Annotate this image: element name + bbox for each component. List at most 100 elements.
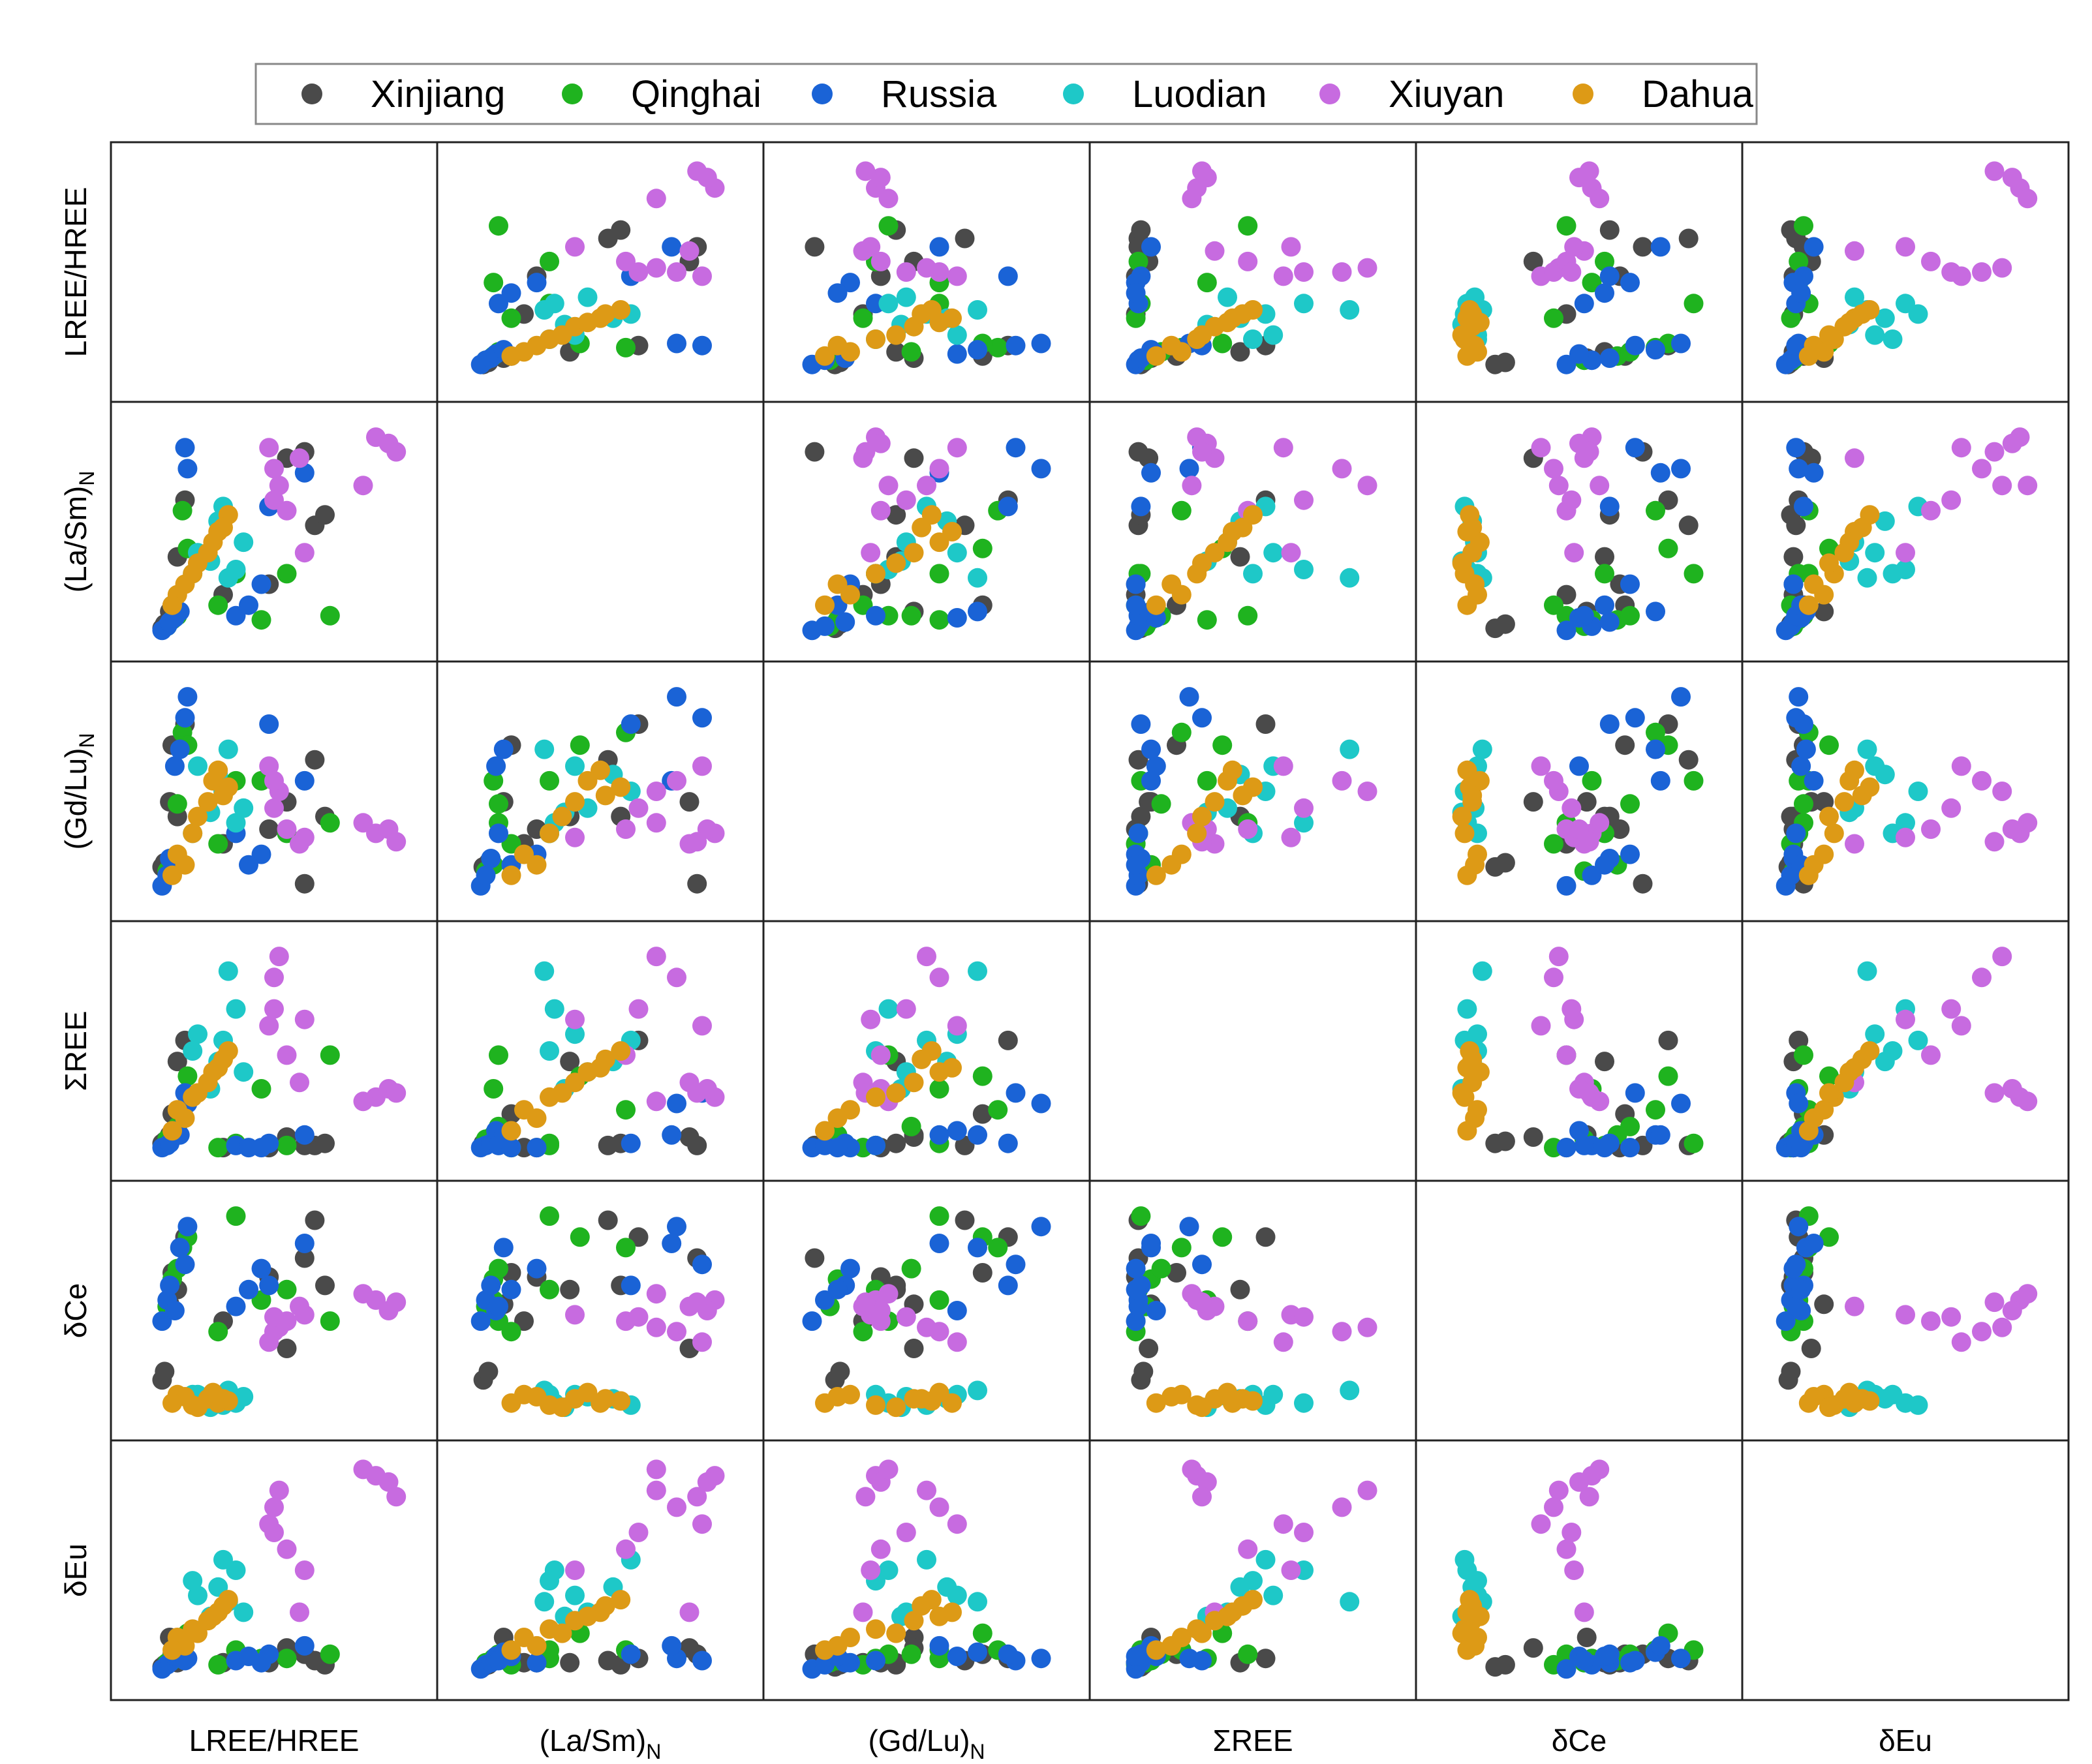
point-xinjiang-6-r4-c0 (277, 1339, 297, 1358)
point-xiuyan-2-r3-c1 (667, 967, 686, 988)
point-xiuyan-8-r2-c1 (646, 813, 666, 833)
point-xiuyan-9-r3-c0 (386, 1083, 407, 1103)
point-xiuyan-5-r0-c1 (565, 237, 585, 257)
point-xiuyan-3-r1-c5 (1921, 500, 1941, 521)
point-xiuyan-8-r4-c5 (2018, 1284, 2038, 1304)
point-xinjiang-1-r4-c3 (1133, 1361, 1154, 1382)
point-xiuyan-9-r5-c4 (1579, 1487, 1599, 1507)
point-xiuyan-4-r0-c1 (679, 241, 700, 261)
point-dahua-9-r2-c4 (1462, 785, 1483, 806)
point-qinghai-3-r4-c3 (1171, 1238, 1192, 1258)
point-russia-8-r0-c1 (527, 273, 547, 293)
point-qinghai-2-r1-c2 (901, 605, 921, 626)
point-xiuyan-8-r2-c5 (2018, 813, 2038, 833)
point-russia-6-r1-c3 (1179, 459, 1199, 479)
point-xiuyan-0-r3-c5 (1951, 1016, 1971, 1036)
point-dahua-9-r2-c0 (213, 785, 233, 806)
point-luodian-7-r5-c1 (540, 1571, 559, 1591)
point-russia-4-r2-c3 (1141, 739, 1161, 759)
point-dahua-8-r5-c3 (1146, 1640, 1166, 1660)
point-xiuyan-10-r0-c1 (628, 262, 649, 282)
point-xiuyan-9-r4-c0 (386, 1292, 407, 1313)
point-dahua-1-r2-c1 (540, 823, 559, 844)
point-xinjiang-9-r1-c3 (1128, 442, 1148, 462)
point-dahua-9-r0-c4 (1462, 304, 1483, 324)
point-dahua-7-r4-c2 (929, 1382, 949, 1403)
point-xinjiang-8-r1-c2 (886, 505, 906, 525)
point-xiuyan-5-r2-c1 (565, 827, 585, 847)
point-russia-6-r3-c5 (1789, 1093, 1809, 1114)
point-dahua-7-r2-c4 (1469, 770, 1490, 791)
point-xiuyan-4-r1-c0 (290, 448, 309, 468)
point-russia-8-r3-c1 (527, 1138, 547, 1158)
x-label-ree: ΣREE (1212, 1724, 1293, 1757)
point-dahua-2-r2-c3 (1205, 792, 1225, 812)
point-russia-7-r5-c1 (621, 1644, 641, 1664)
point-xiuyan-1-r2-c5 (1992, 782, 2012, 801)
point-russia-7-r4-c1 (621, 1275, 641, 1296)
point-russia-0-r4-c2 (802, 1311, 822, 1331)
point-xinjiang-10-r2-c0 (259, 819, 279, 839)
point-russia-10-r3-c1 (501, 1138, 521, 1158)
point-qinghai-5-r2-c3 (1197, 770, 1217, 791)
point-russia-8-r4-c3 (1126, 1258, 1146, 1279)
point-luodian-5-r1-c0 (234, 532, 254, 553)
point-xiuyan-5-r1-c3 (1281, 543, 1301, 563)
point-russia-6-r2-c5 (1789, 687, 1809, 707)
point-russia-2-r2-c1 (481, 849, 501, 868)
point-xinjiang-1-r2-c4 (1495, 853, 1515, 873)
point-xiuyan-2-r1-c4 (1544, 459, 1563, 479)
point-xinjiang-1-r5-c4 (1495, 1654, 1515, 1675)
point-xiuyan-1-r3-c0 (269, 947, 289, 967)
point-qinghai-3-r0-c1 (616, 337, 636, 357)
point-luodian-3-r5-c1 (534, 1592, 555, 1612)
point-russia-5-r2-c4 (1625, 708, 1645, 728)
point-luodian-2-r3-c0 (226, 999, 246, 1019)
point-xiuyan-3-r3-c5 (1921, 1045, 1941, 1065)
point-russia-0-r2-c4 (1556, 875, 1577, 896)
point-xiuyan-1-r4-c1 (646, 1317, 666, 1337)
point-russia-11-r2-c5 (1804, 770, 1824, 791)
point-xiuyan-1-r5-c1 (646, 1480, 666, 1500)
point-xiuyan-5-r1-c0 (294, 543, 315, 563)
point-xiuyan-2-r2-c1 (667, 770, 686, 791)
point-qinghai-4-r2-c1 (570, 735, 590, 755)
point-dahua-1-r2-c5 (1824, 823, 1844, 844)
point-dahua-4-r3-c1 (611, 1041, 631, 1061)
point-luodian-2-r3-c2 (878, 999, 899, 1019)
legend-label-xiuyan: Xiuyan (1389, 73, 1504, 115)
point-dahua-8-r1-c3 (1146, 595, 1166, 615)
point-xinjiang-10-r0-c2 (870, 266, 891, 286)
point-dahua-7-r1-c3 (1218, 532, 1237, 553)
point-xiuyan-9-r2-c0 (386, 832, 407, 852)
x-label-base: δCe (1552, 1724, 1607, 1757)
point-xiuyan-7-r0-c5 (2002, 168, 2022, 188)
point-russia-4-r1-c4 (1646, 601, 1665, 622)
point-dahua-6-r3-c0 (188, 1083, 208, 1103)
point-qinghai-6-r3-c5 (1794, 1045, 1813, 1065)
point-xinjiang-6-r4-c2 (904, 1339, 924, 1358)
point-luodian-0-r5-c0 (188, 1585, 208, 1605)
point-xiuyan-5-r1-c5 (1896, 543, 1915, 563)
point-xinjiang-6-r4-c3 (1139, 1339, 1159, 1358)
point-luodian-2-r0-c3 (1294, 294, 1314, 314)
point-russia-11-r4-c5 (1804, 1234, 1824, 1253)
point-russia-11-r5-c2 (929, 1635, 949, 1656)
point-luodian-7-r5-c4 (1468, 1571, 1487, 1591)
point-dahua-7-r0-c2 (929, 312, 949, 333)
point-luodian-7-r5-c0 (183, 1571, 203, 1591)
point-dahua-6-r0-c4 (1452, 325, 1472, 345)
point-dahua-6-r2-c3 (1192, 806, 1212, 827)
point-xiuyan-7-r0-c2 (870, 168, 891, 188)
y-label-base: (La/Sm) (59, 486, 93, 593)
point-xiuyan-4-r4-c5 (1845, 1296, 1864, 1316)
point-russia-11-r3-c0 (294, 1125, 315, 1145)
point-xiuyan-10-r0-c5 (1941, 262, 1961, 282)
point-xiuyan-10-r2-c1 (628, 798, 649, 818)
point-xiuyan-7-r5-c1 (697, 1472, 717, 1492)
point-russia-5-r4-c0 (175, 1255, 195, 1275)
point-russia-10-r4-c5 (1791, 1279, 1811, 1300)
point-russia-9-r3-c4 (1574, 1135, 1594, 1155)
point-luodian-3-r3-c1 (534, 961, 555, 981)
point-russia-10-r1-c0 (239, 595, 258, 615)
